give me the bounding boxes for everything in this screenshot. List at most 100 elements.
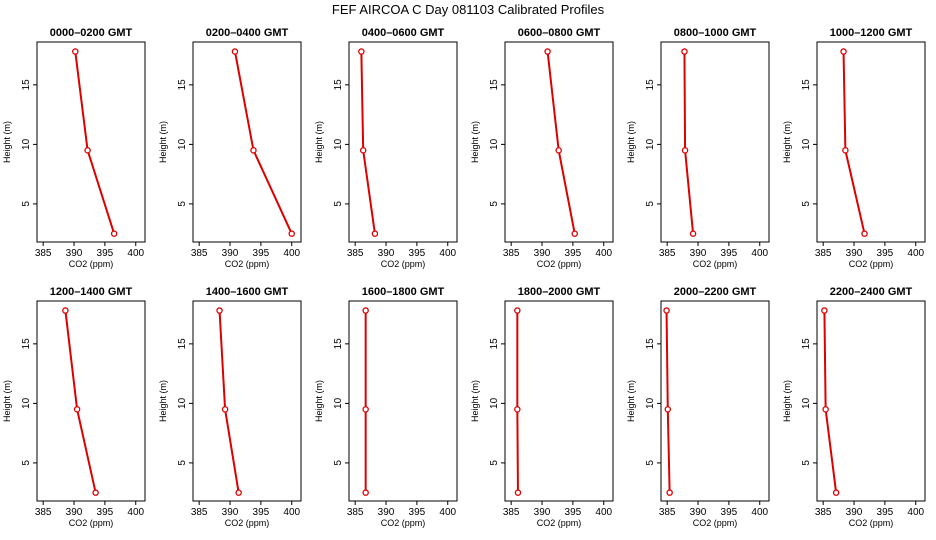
data-point — [235, 489, 242, 496]
x-tick-label: 390 — [846, 507, 863, 518]
data-point — [92, 489, 99, 496]
data-point — [362, 489, 369, 496]
plot-frame — [36, 41, 146, 243]
data-point — [822, 406, 829, 413]
panel-title: 2000–2200 GMT — [674, 286, 757, 298]
x-axis-label: CO2 (ppm) — [849, 518, 894, 528]
data-point — [664, 406, 672, 413]
y-axis-label: Height (m) — [158, 380, 168, 422]
x-tick-label: 385 — [191, 248, 208, 259]
y-tick-label: 15 — [177, 338, 188, 350]
panel-2: 0200–0400 GMT 385 390 395 400 CO2 (ppm) 5 10 15 H… — [158, 27, 302, 269]
y-axis-label: Height (m) — [2, 380, 12, 422]
x-tick-label: 390 — [690, 248, 707, 259]
y-tick-label: 10 — [333, 397, 344, 409]
x-axis-label: CO2 (ppm) — [381, 518, 426, 528]
y-axis-label: Height (m) — [2, 121, 12, 163]
data-point — [221, 406, 229, 413]
x-tick-label: 400 — [907, 507, 924, 518]
profile-line — [233, 51, 293, 235]
x-axis-label: CO2 (ppm) — [381, 259, 426, 269]
panel-title: 0400–0600 GMT — [362, 27, 445, 39]
panel-title: 1000–1200 GMT — [830, 27, 913, 39]
profile-line — [360, 51, 376, 234]
x-axis-label: CO2 (ppm) — [537, 259, 582, 269]
y-tick-label: 10 — [333, 138, 344, 150]
plot-frame — [348, 300, 458, 502]
panel-1: 0000–0200 GMT 385 390 395 400 CO2 (ppm) 5 10 15 H… — [2, 27, 146, 269]
x-tick-label: 385 — [35, 248, 52, 259]
profile-line — [546, 51, 576, 234]
x-tick-label: 400 — [751, 248, 768, 259]
panel-title: 1400–1600 GMT — [206, 286, 289, 298]
x-tick-label: 385 — [659, 507, 676, 518]
profile-line — [823, 310, 838, 493]
x-tick-label: 395 — [877, 507, 894, 518]
x-tick-label: 395 — [97, 507, 114, 518]
x-tick-label: 395 — [97, 248, 114, 259]
plot-frame — [816, 41, 926, 243]
data-point — [861, 230, 868, 237]
x-tick-label: 385 — [347, 507, 364, 518]
y-tick-label: 5 — [21, 460, 32, 466]
x-tick-label: 400 — [127, 248, 144, 259]
x-tick-label: 390 — [66, 248, 83, 259]
data-point — [514, 489, 522, 496]
x-tick-label: 385 — [659, 248, 676, 259]
x-tick-label: 395 — [721, 507, 738, 518]
data-point — [571, 230, 578, 237]
data-point — [544, 48, 551, 55]
data-point — [110, 230, 118, 237]
x-tick-label: 385 — [191, 507, 208, 518]
y-tick-label: 15 — [645, 338, 656, 350]
data-point — [72, 48, 79, 55]
y-tick-label: 5 — [489, 201, 500, 207]
x-tick-label: 400 — [283, 248, 300, 259]
data-point — [832, 489, 840, 496]
plot-frame — [504, 41, 614, 243]
y-tick-label: 15 — [489, 338, 500, 350]
x-axis-label: CO2 (ppm) — [537, 518, 582, 528]
x-tick-label: 400 — [907, 248, 924, 259]
x-tick-label: 400 — [751, 507, 768, 518]
y-tick-label: 10 — [177, 138, 188, 150]
data-point — [362, 406, 369, 413]
profile-line — [218, 310, 240, 493]
profile-line — [665, 310, 671, 493]
x-tick-label: 395 — [409, 248, 426, 259]
y-axis-label: Height (m) — [782, 380, 792, 422]
panel-title: 0800–1000 GMT — [674, 27, 757, 39]
y-tick-label: 10 — [801, 397, 812, 409]
x-axis-label: CO2 (ppm) — [849, 259, 894, 269]
x-tick-label: 385 — [503, 507, 520, 518]
x-tick-label: 395 — [409, 507, 426, 518]
y-tick-label: 5 — [333, 460, 344, 466]
profile-line — [74, 51, 116, 234]
y-tick-label: 10 — [645, 397, 656, 409]
data-point — [514, 406, 521, 413]
y-tick-label: 10 — [21, 397, 32, 409]
x-axis-label: CO2 (ppm) — [693, 518, 738, 528]
plot-frame — [36, 300, 146, 502]
x-tick-label: 395 — [253, 507, 270, 518]
y-tick-label: 10 — [177, 397, 188, 409]
y-tick-label: 5 — [801, 460, 812, 466]
data-point — [231, 48, 239, 55]
data-point — [842, 147, 849, 154]
data-point — [689, 230, 697, 237]
profile-line — [683, 51, 695, 234]
panel-5: 0800–1000 GMT 385 390 395 400 CO2 (ppm) 5 10 15 H… — [626, 27, 770, 269]
x-tick-label: 390 — [222, 507, 239, 518]
y-tick-label: 5 — [489, 460, 500, 466]
panel-title: 1200–1400 GMT — [50, 286, 133, 298]
y-tick-label: 15 — [801, 79, 812, 91]
x-tick-label: 385 — [815, 248, 832, 259]
panel-title: 0600–0800 GMT — [518, 27, 601, 39]
profile-line — [516, 310, 519, 493]
y-tick-label: 15 — [177, 79, 188, 91]
panel-7: 1200–1400 GMT 385 390 395 400 CO2 (ppm) 5 10 15 H… — [2, 286, 146, 528]
x-axis-label: CO2 (ppm) — [69, 259, 114, 269]
data-point — [821, 307, 828, 314]
x-tick-label: 395 — [877, 248, 894, 259]
